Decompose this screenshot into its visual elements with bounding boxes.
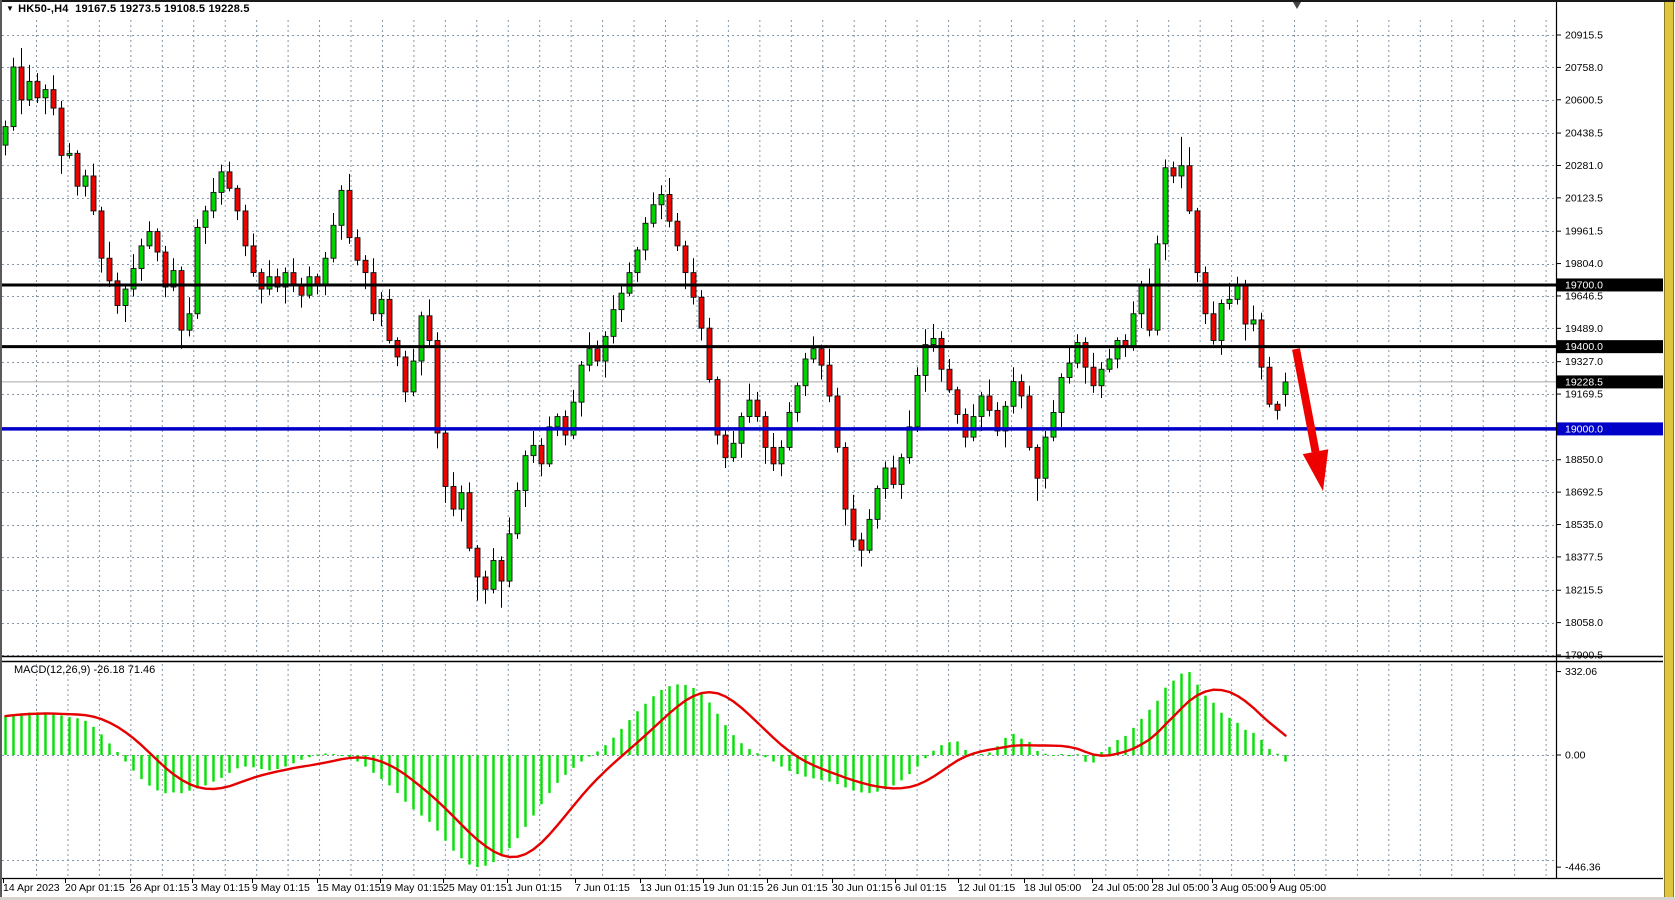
macd-signal-line — [4, 688, 1287, 859]
price-badge-19000.0 — [1557, 422, 1663, 436]
time-axis-label: 3 Aug 05:00 — [1212, 882, 1268, 894]
time-axis-label: 3 May 01:15 — [192, 882, 250, 894]
time-axis-label: 9 May 01:15 — [252, 882, 310, 894]
macd-axis-label: 332.06 — [1565, 666, 1597, 678]
time-axis-label: 28 Jul 05:00 — [1152, 882, 1209, 894]
symbol-timeframe-label: HK50-,H4 — [18, 3, 69, 15]
time-axis-label: 26 Apr 01:15 — [130, 882, 190, 894]
price-axis[interactable]: 20915.5 20758.0 20600.5 20438.5 20281.0 20123… — [1557, 30, 1663, 874]
macd-name: MACD(12,26,9) — [14, 664, 91, 676]
time-axis-label: 1 Jun 01:15 — [507, 882, 562, 894]
price-axis-label: 17900.5 — [1565, 650, 1603, 662]
price-badge-text: 19400.0 — [1565, 341, 1603, 353]
price-axis-label: 20123.5 — [1565, 192, 1603, 204]
time-axis-label: 6 Jul 01:15 — [895, 882, 947, 894]
vertical-scrollbar[interactable] — [1664, 2, 1674, 897]
price-axis-label: 20600.5 — [1565, 94, 1603, 106]
price-axis-label: 19327.0 — [1565, 356, 1603, 368]
time-axis-label: 18 Jul 05:00 — [1024, 882, 1081, 894]
price-axis-label: 19961.5 — [1565, 226, 1603, 238]
time-axis-label: 20 Apr 01:15 — [65, 882, 125, 894]
macd-axis-label: 0.00 — [1565, 750, 1586, 762]
price-axis-label: 19804.0 — [1565, 258, 1603, 270]
chart-shift-marker-icon[interactable] — [1293, 2, 1301, 9]
macd-signal-value: 71.46 — [127, 664, 156, 676]
quote-low: 19108.5 — [164, 3, 206, 15]
time-axis-label: 12 Jul 01:15 — [958, 882, 1015, 894]
window-left-border — [0, 0, 2, 897]
price-axis-label: 18692.5 — [1565, 487, 1603, 499]
price-axis-label: 18377.5 — [1565, 551, 1603, 563]
price-axis-label: 19489.0 — [1565, 323, 1603, 335]
time-axis-label: 30 Jun 01:15 — [832, 882, 893, 894]
price-badge-19400.0 — [1557, 340, 1663, 354]
time-axis-label: 9 Aug 05:00 — [1270, 882, 1326, 894]
price-badge-19700.0 — [1557, 278, 1663, 292]
price-axis-label: 19169.5 — [1565, 389, 1603, 401]
time-axis-label: 25 May 01:15 — [443, 882, 507, 894]
time-axis-label: 15 May 01:15 — [317, 882, 381, 894]
price-axis-label: 20438.5 — [1565, 128, 1603, 140]
window-bottom-border — [0, 897, 1675, 900]
time-axis-label: 7 Jun 01:15 — [575, 882, 630, 894]
time-axis-label: 19 Jun 01:15 — [703, 882, 764, 894]
window-top-border — [0, 0, 1675, 2]
price-grid — [2, 20, 1556, 876]
candles — [2, 48, 1289, 608]
price-axis-label: 18058.0 — [1565, 617, 1603, 629]
time-axis-label: 26 Jun 01:15 — [767, 882, 828, 894]
price-axis-label: 20915.5 — [1565, 30, 1603, 42]
time-axis-label: 14 Apr 2023 — [3, 882, 60, 894]
price-axis-label: 19646.5 — [1565, 290, 1603, 302]
price-axis-label: 18850.0 — [1565, 454, 1603, 466]
price-badge-text: 19228.5 — [1565, 376, 1603, 388]
time-axis-label: 13 Jun 01:15 — [640, 882, 701, 894]
macd-indicator-label: MACD(12,26,9) -26.18 71.46 — [14, 664, 155, 676]
quote-high: 19273.5 — [119, 3, 161, 15]
price-badge-text: 19700.0 — [1565, 279, 1603, 291]
price-axis-label: 20758.0 — [1565, 62, 1603, 74]
price-axis-label: 18215.5 — [1565, 585, 1603, 597]
macd-main-value: -26.18 — [93, 664, 125, 676]
time-axis[interactable]: 14 Apr 2023 20 Apr 01:15 26 Apr 01:15 3 May… — [3, 878, 1326, 894]
quote-close: 19228.5 — [208, 3, 250, 15]
price-badge-text: 19000.0 — [1565, 423, 1603, 435]
red-arrow-annotation[interactable] — [1292, 348, 1329, 491]
macd-histogram — [4, 672, 1287, 868]
macd-axis-label: -446.36 — [1565, 862, 1601, 874]
quote-bar[interactable]: ▼ HK50-,H4 19167.5 19273.5 19108.5 19228.… — [6, 3, 250, 15]
symbol-dropdown-icon[interactable]: ▼ — [6, 4, 15, 13]
price-badge-19228.5 — [1557, 375, 1663, 389]
time-axis-label: 19 May 01:15 — [380, 882, 444, 894]
price-axis-label: 18535.0 — [1565, 519, 1603, 531]
quote-open: 19167.5 — [75, 3, 117, 15]
price-axis-label: 20281.0 — [1565, 160, 1603, 172]
time-axis-label: 24 Jul 05:00 — [1092, 882, 1149, 894]
